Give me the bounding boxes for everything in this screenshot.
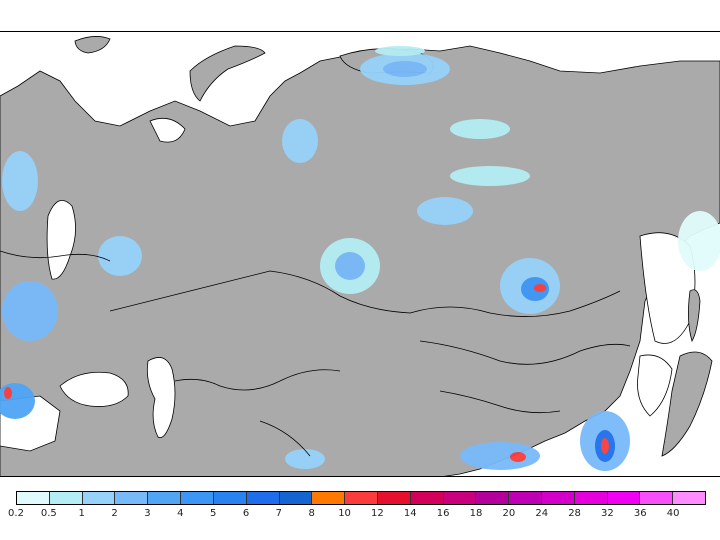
- legend-tick-label: 32: [601, 508, 614, 519]
- color-scale-bar: [16, 491, 706, 505]
- border-line: [419, 340, 631, 365]
- legend-tick-label: 3: [144, 508, 151, 519]
- legend-swatch: [279, 492, 313, 504]
- legend-tick-label: 1: [78, 508, 85, 519]
- legend-swatch: [542, 492, 575, 504]
- legend-swatch: [476, 492, 510, 504]
- precip-area: [450, 119, 510, 139]
- sea-of-japan: [637, 354, 673, 417]
- precip-area: [335, 252, 365, 280]
- precip-area: [4, 387, 12, 399]
- precip-area: [383, 61, 427, 77]
- precip-area: [282, 119, 318, 163]
- precipitation-overlay: [0, 46, 720, 471]
- legend-swatch: [181, 492, 214, 504]
- legend-swatch: [82, 492, 116, 504]
- legend-tick-label: 0.5: [40, 508, 57, 519]
- border-line: [174, 369, 341, 391]
- legend-swatch: [607, 492, 641, 504]
- national-borders: [0, 250, 631, 457]
- legend-tick-label: 24: [535, 508, 549, 519]
- legend-swatch: [312, 492, 346, 504]
- sakhalin: [688, 289, 701, 342]
- novaya-zemlya: [189, 45, 266, 102]
- baltic-sea: [46, 199, 76, 280]
- legend-tick-label: 6: [242, 508, 250, 519]
- map-canvas: [0, 32, 720, 476]
- border-line: [109, 270, 621, 317]
- japan: [661, 351, 713, 457]
- precip-area: [2, 151, 38, 211]
- border-line: [0, 250, 111, 262]
- legend-tick-label: 14: [403, 508, 417, 519]
- legend-swatch: [115, 492, 149, 504]
- precip-area: [601, 438, 609, 454]
- legend-swatch: [49, 492, 83, 504]
- precip-area: [510, 452, 526, 462]
- legend-tick-label: 5: [209, 508, 217, 519]
- legend-tick-label: 16: [436, 508, 450, 519]
- border-line: [259, 420, 311, 457]
- legend-swatch: [574, 492, 608, 504]
- precip-area: [98, 236, 142, 276]
- color-scale-labels: 0.2 0.5 1 2 3 4 5 6 7 8 10 12 14 16 18 20 24 28 32 36 40: [8, 508, 706, 524]
- precip-area: [678, 211, 720, 271]
- black-sea: [59, 371, 129, 407]
- legend-swatch: [410, 492, 444, 504]
- legend-swatch: [443, 492, 477, 504]
- white-sea: [149, 117, 186, 143]
- precip-area: [460, 442, 540, 470]
- legend-tick-label: 10: [338, 508, 351, 519]
- legend-tick-label: 0.2: [8, 508, 24, 519]
- legend-tick-label: 12: [371, 508, 384, 519]
- precip-area: [534, 284, 546, 292]
- legend-swatch: [377, 492, 411, 504]
- legend-tick-label: 40: [666, 508, 680, 519]
- legend-tick-label: 2: [111, 508, 118, 519]
- legend-swatch: [17, 492, 50, 504]
- legend-swatch: [246, 492, 280, 504]
- precip-area: [375, 46, 425, 56]
- precip-area: [285, 449, 325, 469]
- legend-swatch: [509, 492, 542, 504]
- precip-area: [417, 197, 473, 225]
- legend-tick-label: 20: [502, 508, 516, 519]
- precip-area: [450, 166, 530, 186]
- legend-swatch: [673, 492, 706, 504]
- legend-swatch: [640, 492, 674, 504]
- caspian-sea: [146, 357, 176, 438]
- svalbard: [74, 36, 111, 54]
- legend-tick-label: 4: [177, 508, 184, 519]
- legend-swatch: [148, 492, 182, 504]
- precipitation-map: [0, 31, 720, 477]
- legend-swatch: [213, 492, 247, 504]
- border-line: [439, 390, 561, 414]
- legend-tick-label: 28: [568, 508, 581, 519]
- legend-tick-label: 18: [469, 508, 483, 519]
- legend-tick-label: 7: [275, 508, 283, 519]
- legend-swatch: [345, 492, 378, 504]
- precip-area: [2, 281, 58, 341]
- legend-tick-label: 36: [633, 508, 647, 519]
- legend-tick-label: 8: [308, 508, 315, 519]
